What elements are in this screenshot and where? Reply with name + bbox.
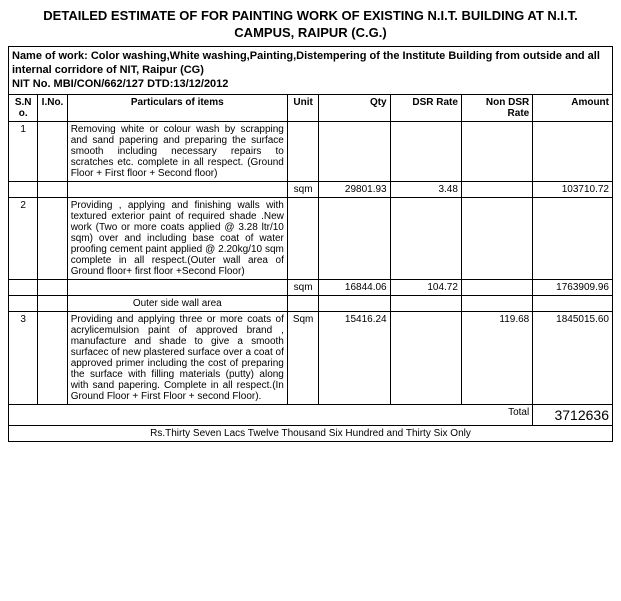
hdr-ino: I.No. [38, 94, 67, 121]
cell-empty [319, 295, 390, 311]
cell-nondsr: 119.68 [461, 311, 532, 404]
title-line1: DETAILED ESTIMATE OF FOR PAINTING WORK O… [43, 8, 577, 23]
cell-ino [38, 121, 67, 181]
cell-desc: Providing and applying three or more coa… [67, 311, 287, 404]
document-title: DETAILED ESTIMATE OF FOR PAINTING WORK O… [8, 8, 613, 42]
cell-empty [67, 279, 287, 295]
estimate-table: Name of work: Color washing,White washin… [8, 46, 613, 442]
cell-empty [9, 295, 38, 311]
cell-empty [38, 279, 67, 295]
cell-amount: 1845015.60 [533, 311, 613, 404]
cell-empty [287, 295, 318, 311]
cell-sno: 3 [9, 311, 38, 404]
cell-empty [461, 295, 532, 311]
column-headers: S.No. I.No. Particulars of items Unit Qt… [9, 94, 613, 121]
table-row: 1 Removing white or colour wash by scrap… [9, 121, 613, 181]
cell-unit: sqm [287, 181, 318, 197]
cell-dsr [390, 311, 461, 404]
work-name-line1: Name of work: Color washing,White washin… [12, 50, 600, 62]
cell-empty [461, 121, 532, 181]
work-name-row: Name of work: Color washing,White washin… [9, 46, 613, 94]
cell-amount: 103710.72 [533, 181, 613, 197]
table-row: 2 Providing , applying and finishing wal… [9, 197, 613, 279]
cell-amount: 1763909.96 [533, 279, 613, 295]
cell-empty [9, 181, 38, 197]
title-line2: CAMPUS, RAIPUR (C.G.) [234, 25, 386, 40]
cell-empty [287, 197, 318, 279]
cell-dsr: 3.48 [390, 181, 461, 197]
cell-empty [390, 121, 461, 181]
hdr-sno: S.No. [9, 94, 38, 121]
work-name-line2: internal corridore of NIT, Raipur (CG) [12, 64, 204, 76]
table-row: sqm 16844.06 104.72 1763909.96 [9, 279, 613, 295]
hdr-qty: Qty [319, 94, 390, 121]
cell-empty [38, 295, 67, 311]
amount-words: Rs.Thirty Seven Lacs Twelve Thousand Six… [9, 425, 613, 441]
cell-empty [9, 279, 38, 295]
hdr-nondsr: Non DSR Rate [461, 94, 532, 121]
cell-sno: 2 [9, 197, 38, 279]
cell-ino [38, 197, 67, 279]
cell-empty [319, 121, 390, 181]
total-row: Total 3712636 [9, 404, 613, 425]
cell-nondsr [461, 279, 532, 295]
hdr-unit: Unit [287, 94, 318, 121]
cell-desc: Removing white or colour wash by scrappi… [67, 121, 287, 181]
cell-desc: Providing , applying and finishing walls… [67, 197, 287, 279]
cell-sublabel: Outer side wall area [67, 295, 287, 311]
cell-qty: 16844.06 [319, 279, 390, 295]
cell-qty: 15416.24 [319, 311, 390, 404]
table-row: Outer side wall area [9, 295, 613, 311]
cell-empty [319, 197, 390, 279]
total-label: Total [9, 404, 533, 425]
total-amount: 3712636 [533, 404, 613, 425]
cell-empty [67, 181, 287, 197]
cell-empty [390, 197, 461, 279]
cell-empty [287, 121, 318, 181]
cell-empty [461, 197, 532, 279]
cell-empty [390, 295, 461, 311]
cell-unit: Sqm [287, 311, 318, 404]
hdr-particulars: Particulars of items [67, 94, 287, 121]
cell-empty [533, 295, 613, 311]
cell-sno: 1 [9, 121, 38, 181]
cell-empty [38, 181, 67, 197]
amount-words-row: Rs.Thirty Seven Lacs Twelve Thousand Six… [9, 425, 613, 441]
hdr-amount: Amount [533, 94, 613, 121]
cell-unit: sqm [287, 279, 318, 295]
hdr-dsr: DSR Rate [390, 94, 461, 121]
cell-empty [533, 121, 613, 181]
cell-ino [38, 311, 67, 404]
table-row: sqm 29801.93 3.48 103710.72 [9, 181, 613, 197]
nit-no: NIT No. MBI/CON/662/127 DTD:13/12/2012 [12, 78, 228, 90]
cell-nondsr [461, 181, 532, 197]
table-row: 3 Providing and applying three or more c… [9, 311, 613, 404]
cell-dsr: 104.72 [390, 279, 461, 295]
cell-empty [533, 197, 613, 279]
cell-qty: 29801.93 [319, 181, 390, 197]
